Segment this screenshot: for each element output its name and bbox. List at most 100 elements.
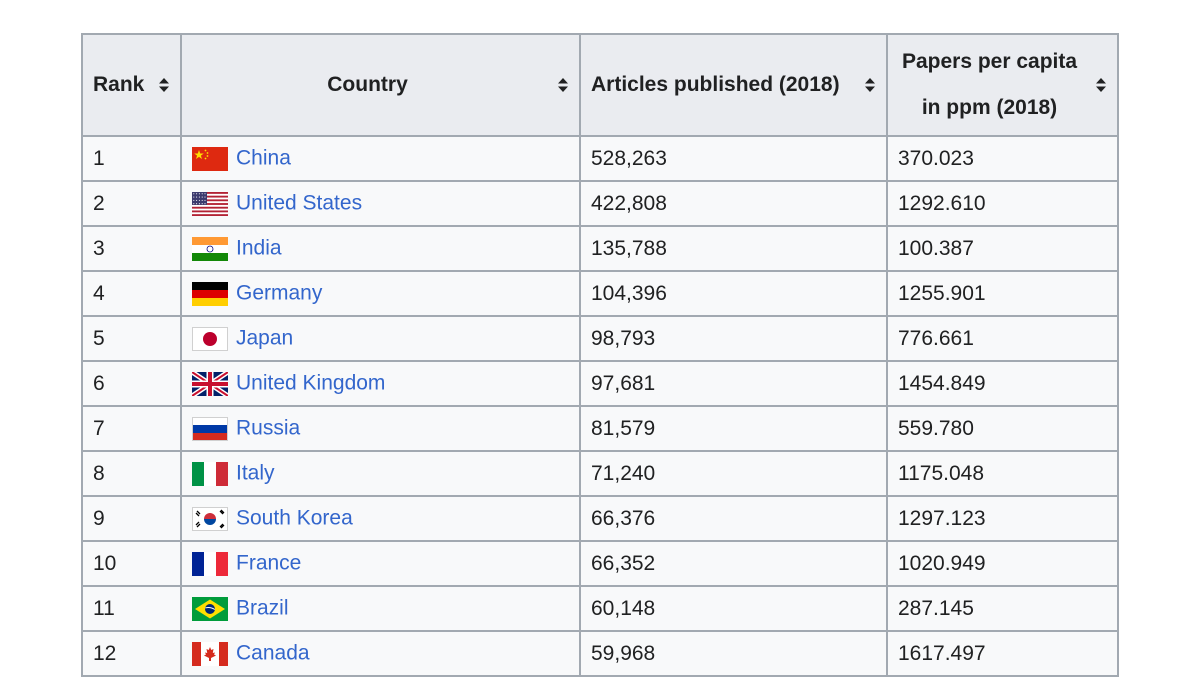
table-row: 3 India 135,788 100.387 — [81, 225, 1119, 272]
country-cell: Italy — [180, 450, 581, 497]
country-link[interactable]: United Kingdom — [236, 371, 386, 395]
ppm-cell: 1617.497 — [886, 630, 1119, 677]
country-link[interactable]: Germany — [236, 281, 323, 305]
articles-column-header[interactable]: Articles published (2018) — [579, 33, 888, 137]
country-link[interactable]: United States — [236, 191, 363, 215]
india-flag-icon — [192, 236, 228, 261]
country-cell: China — [180, 135, 581, 182]
germany-flag-icon — [192, 281, 228, 306]
country-link[interactable]: China — [236, 146, 291, 170]
table-row: 12 Canada 59,968 1617.497 — [81, 630, 1119, 677]
ppm-cell: 287.145 — [886, 585, 1119, 632]
country-link[interactable]: Brazil — [236, 596, 289, 620]
ppm-cell: 1454.849 — [886, 360, 1119, 407]
rank-cell: 2 — [81, 180, 182, 227]
japan-flag-icon — [192, 326, 228, 351]
country-cell: United Kingdom — [180, 360, 581, 407]
rank-cell: 3 — [81, 225, 182, 272]
country-cell: Japan — [180, 315, 581, 362]
sort-icon[interactable] — [557, 77, 569, 93]
country-link[interactable]: India — [236, 236, 282, 260]
rank-cell: 5 — [81, 315, 182, 362]
table-row: 9 South Korea 66,376 1297.123 — [81, 495, 1119, 542]
south-korea-flag-icon — [192, 506, 228, 531]
table-row: 6 United Kingdom 97,681 1454.849 — [81, 360, 1119, 407]
country-cell: South Korea — [180, 495, 581, 542]
country-cell: Russia — [180, 405, 581, 452]
rank-cell: 6 — [81, 360, 182, 407]
rank-cell: 4 — [81, 270, 182, 317]
ppm-cell: 1020.949 — [886, 540, 1119, 587]
articles-cell: 135,788 — [579, 225, 888, 272]
table-body: 1 China 528,263 370.023 2 United States 422,80… — [81, 135, 1119, 677]
articles-cell: 60,148 — [579, 585, 888, 632]
articles-cell: 97,681 — [579, 360, 888, 407]
ppm-header-label: Papers per capita in ppm (2018) — [901, 50, 1078, 119]
articles-cell: 81,579 — [579, 405, 888, 452]
ppm-cell: 1255.901 — [886, 270, 1119, 317]
ppm-cell: 1175.048 — [886, 450, 1119, 497]
italy-flag-icon — [192, 461, 228, 486]
country-cell: India — [180, 225, 581, 272]
country-column-header[interactable]: Country — [180, 33, 581, 137]
country-cell: United States — [180, 180, 581, 227]
articles-cell: 104,396 — [579, 270, 888, 317]
france-flag-icon — [192, 551, 228, 576]
country-header-label: Country — [327, 73, 408, 96]
ranking-table: Rank Country Articles published (2018) P… — [81, 33, 1119, 677]
country-link[interactable]: Japan — [236, 326, 294, 350]
rank-cell: 12 — [81, 630, 182, 677]
table-header-row: Rank Country Articles published (2018) P… — [81, 33, 1119, 137]
russia-flag-icon — [192, 416, 228, 441]
table-row: 1 China 528,263 370.023 — [81, 135, 1119, 182]
sort-icon[interactable] — [1095, 77, 1107, 93]
table-row: 11 Brazil 60,148 287.145 — [81, 585, 1119, 632]
articles-cell: 98,793 — [579, 315, 888, 362]
rank-column-header[interactable]: Rank — [81, 33, 182, 137]
ppm-cell: 776.661 — [886, 315, 1119, 362]
table-row: 8 Italy 71,240 1175.048 — [81, 450, 1119, 497]
ppm-cell: 1292.610 — [886, 180, 1119, 227]
table-row: 10 France 66,352 1020.949 — [81, 540, 1119, 587]
country-cell: France — [180, 540, 581, 587]
united-kingdom-flag-icon — [192, 371, 228, 396]
articles-cell: 66,352 — [579, 540, 888, 587]
country-link[interactable]: Canada — [236, 641, 310, 665]
ppm-cell: 100.387 — [886, 225, 1119, 272]
rank-cell: 9 — [81, 495, 182, 542]
rank-cell: 8 — [81, 450, 182, 497]
articles-cell: 71,240 — [579, 450, 888, 497]
rank-cell: 10 — [81, 540, 182, 587]
table-row: 5 Japan 98,793 776.661 — [81, 315, 1119, 362]
country-link[interactable]: France — [236, 551, 302, 575]
sort-icon[interactable] — [864, 77, 876, 93]
ppm-cell: 559.780 — [886, 405, 1119, 452]
table-row: 7 Russia 81,579 559.780 — [81, 405, 1119, 452]
canada-flag-icon — [192, 641, 228, 666]
articles-cell: 59,968 — [579, 630, 888, 677]
ranking-table-container: Rank Country Articles published (2018) P… — [81, 33, 1119, 677]
country-cell: Brazil — [180, 585, 581, 632]
rank-cell: 7 — [81, 405, 182, 452]
ppm-cell: 1297.123 — [886, 495, 1119, 542]
sort-icon[interactable] — [158, 77, 170, 93]
country-link[interactable]: South Korea — [236, 506, 353, 530]
country-cell: Canada — [180, 630, 581, 677]
articles-cell: 528,263 — [579, 135, 888, 182]
articles-header-label: Articles published (2018) — [591, 73, 840, 96]
rank-cell: 11 — [81, 585, 182, 632]
table-row: 4 Germany 104,396 1255.901 — [81, 270, 1119, 317]
china-flag-icon — [192, 146, 228, 171]
rank-header-label: Rank — [93, 73, 145, 96]
brazil-flag-icon — [192, 596, 228, 621]
country-link[interactable]: Russia — [236, 416, 301, 440]
country-link[interactable]: Italy — [236, 461, 275, 485]
table-row: 2 United States 422,808 1292.610 — [81, 180, 1119, 227]
rank-cell: 1 — [81, 135, 182, 182]
united-states-flag-icon — [192, 191, 228, 216]
articles-cell: 422,808 — [579, 180, 888, 227]
articles-cell: 66,376 — [579, 495, 888, 542]
country-cell: Germany — [180, 270, 581, 317]
ppm-cell: 370.023 — [886, 135, 1119, 182]
ppm-column-header[interactable]: Papers per capita in ppm (2018) — [886, 33, 1119, 137]
